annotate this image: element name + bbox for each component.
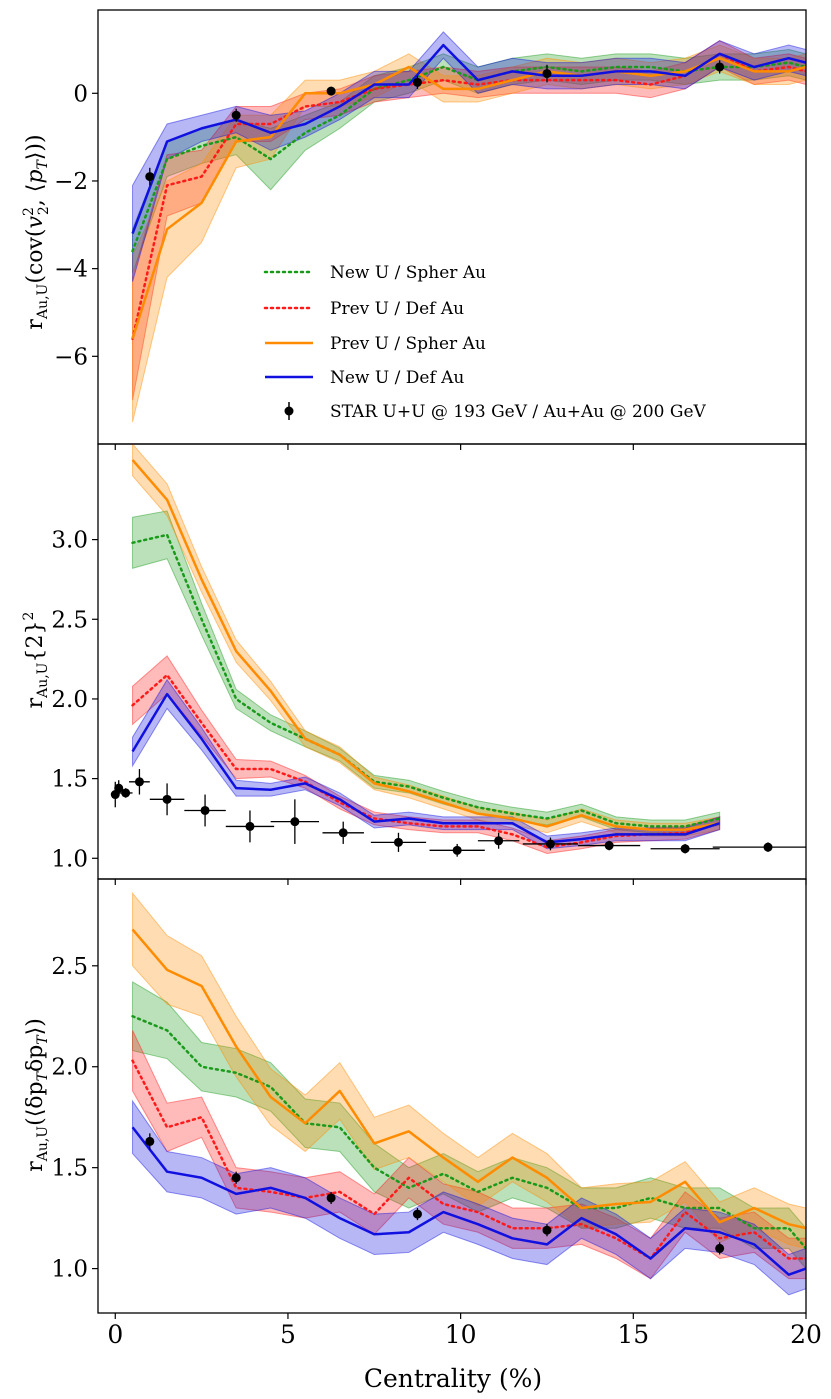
star-point xyxy=(542,69,552,79)
x-tick-label: 15 xyxy=(617,1320,649,1349)
star-point xyxy=(145,172,155,182)
x-tick-label: 20 xyxy=(790,1320,822,1349)
series-line-prev-u-def-au xyxy=(131,52,806,341)
panel-3-frame xyxy=(97,878,807,1314)
panel-2-ylabel: rAu,U{2}2 xyxy=(21,612,51,709)
band-new-u-def-au xyxy=(132,31,806,282)
y-tick-label: 2.0 xyxy=(51,687,88,713)
star-point xyxy=(134,777,144,787)
panel-3-plot-area xyxy=(131,891,806,1296)
star-point xyxy=(162,794,172,804)
series-line-prev-u-def-au xyxy=(131,673,721,849)
panel-3: 1.0 1.5 2.0 2.5 0 5 10 15 20 xyxy=(51,878,822,1349)
y-tick-label: −4 xyxy=(54,257,88,283)
band-prev-u-spher-au xyxy=(132,891,806,1249)
star-point xyxy=(145,1136,155,1146)
star-point xyxy=(326,1193,336,1203)
panel-1-plot-area xyxy=(131,31,806,423)
y-tick-label: 1.5 xyxy=(51,1156,88,1182)
star-point xyxy=(452,845,462,855)
y-tick-label: 1.5 xyxy=(51,767,88,793)
star-point xyxy=(245,821,255,831)
band-prev-u-spher-au xyxy=(132,444,721,837)
star-point xyxy=(604,841,614,851)
y-tick-label: 1.0 xyxy=(51,1257,88,1283)
star-point xyxy=(412,1209,422,1219)
star-point xyxy=(231,1173,241,1183)
x-tick-label: 0 xyxy=(107,1320,123,1349)
star-point xyxy=(715,62,725,72)
band-new-u-def-au xyxy=(132,678,721,850)
x-tick-label: 10 xyxy=(445,1320,477,1349)
band-new-u-spher-au xyxy=(132,48,806,274)
star-point xyxy=(338,828,348,838)
legend-label-prev-u-def-au: Prev U / Def Au xyxy=(330,299,464,319)
star-point xyxy=(494,836,504,846)
panel-2: 1.0 1.5 2.0 2.5 3.0 xyxy=(51,443,807,885)
legend: New U / Spher Au Prev U / Def Au Prev U … xyxy=(263,263,707,422)
star-point xyxy=(715,1243,725,1253)
y-tick-label: 2.5 xyxy=(51,607,88,633)
star-point xyxy=(290,817,300,827)
series-line-prev-u-spher-au xyxy=(131,459,720,831)
series-line-prev-u-def-au xyxy=(131,1059,806,1260)
panel-1-ylabel: rAu,U(cov(v22, ⟨pT⟩)) xyxy=(21,134,52,329)
series-line-new-u-def-au xyxy=(131,43,806,235)
series-line-new-u-spher-au xyxy=(131,533,721,828)
series-line-new-u-def-au xyxy=(131,692,721,844)
star-point xyxy=(412,77,422,87)
y-tick-label: −2 xyxy=(54,169,88,195)
band-prev-u-def-au xyxy=(132,1030,806,1280)
series-line-prev-u-spher-au xyxy=(131,928,806,1230)
y-tick-label: 0 xyxy=(73,81,88,107)
star-point xyxy=(545,839,555,849)
star-point xyxy=(121,788,131,798)
x-axis-label: Centrality (%) xyxy=(364,1364,542,1393)
legend-label-star: STAR U+U @ 193 GeV / Au+Au @ 200 GeV xyxy=(330,402,707,422)
legend-label-new-u-def-au: New U / Def Au xyxy=(330,368,464,388)
legend-marker-star xyxy=(284,406,294,416)
panel-2-plot-area xyxy=(110,444,806,857)
y-tick-label: 3.0 xyxy=(51,528,88,554)
legend-label-new-u-spher-au: New U / Spher Au xyxy=(330,263,486,283)
star-point xyxy=(200,805,210,815)
y-tick-label: 1.0 xyxy=(51,846,88,872)
y-tick-label: 2.0 xyxy=(51,1055,88,1081)
y-tick-label: −6 xyxy=(54,344,88,370)
star-point xyxy=(231,110,241,120)
legend-label-prev-u-spher-au: Prev U / Spher Au xyxy=(330,334,486,354)
panel-3-ylabel: rAu,U(⟨δpTδpT⟩) xyxy=(23,1018,51,1172)
band-new-u-spher-au xyxy=(132,510,721,834)
series-line-new-u-def-au xyxy=(131,1126,806,1276)
band-prev-u-spher-au xyxy=(132,44,806,423)
star-point xyxy=(393,837,403,847)
star-point xyxy=(326,86,336,96)
x-tick-label: 5 xyxy=(280,1320,296,1349)
star-point xyxy=(763,842,773,852)
star-point xyxy=(542,1225,552,1235)
star-point xyxy=(114,783,124,793)
star-point xyxy=(680,844,690,854)
y-tick-label: 2.5 xyxy=(51,954,88,980)
